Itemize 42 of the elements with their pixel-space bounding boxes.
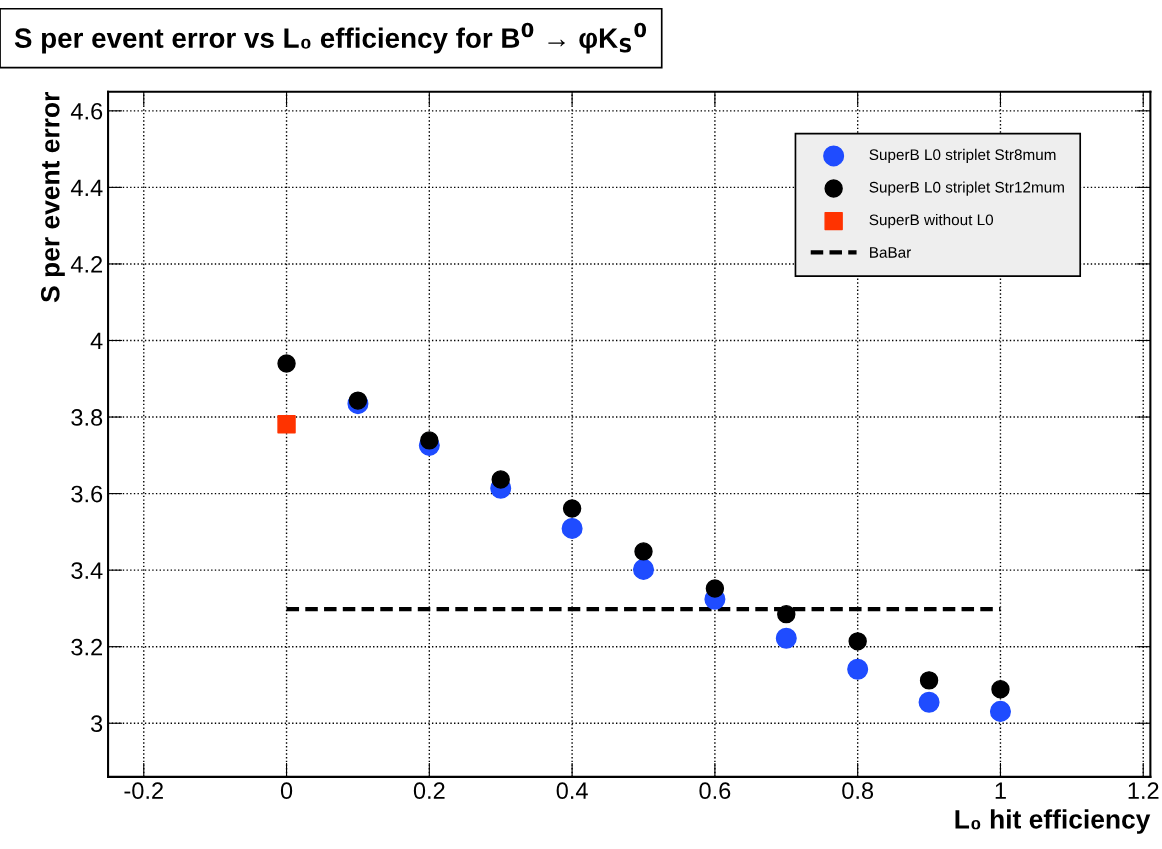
point — [847, 658, 869, 680]
point — [277, 354, 296, 373]
x-tick-label: 0.4 — [556, 782, 588, 800]
x-tick-label: 0.2 — [413, 782, 445, 800]
point — [919, 671, 939, 690]
point — [491, 470, 510, 489]
point — [777, 604, 796, 624]
y-tick-label: 3.4 — [71, 562, 103, 579]
point — [632, 558, 655, 580]
point — [705, 579, 725, 598]
x-tick-label: 1 — [995, 782, 1006, 799]
y-tick-label: 3 — [90, 715, 103, 733]
y-tick-label: 3.8 — [71, 409, 103, 426]
y-tick-label: 3.6 — [71, 485, 103, 503]
point — [420, 431, 439, 450]
chart-title: S per event error vs L₀ efficiency for B$^{0}$ → φK$_{S}$$^{0}$ — [14, 22, 647, 54]
x-tick-label: 0.6 — [699, 782, 731, 800]
point — [348, 391, 368, 410]
legend-label: SuperB without L0 — [869, 214, 994, 229]
point — [277, 415, 296, 434]
x-tick-label: -0.2 — [124, 782, 163, 800]
x-axis-title: L₀ hit efficiency — [955, 809, 1151, 834]
point — [918, 691, 940, 713]
legend-label: SuperB L0 striplet Str12mum — [869, 181, 1064, 196]
y-tick-label: 4.4 — [70, 179, 103, 196]
y-axis-title: S per event error — [40, 92, 65, 303]
point — [561, 517, 583, 539]
x-tick-label: 1.2 — [1128, 782, 1159, 799]
y-tick-label: 4.2 — [70, 256, 103, 273]
y-tick-label: 4 — [90, 332, 103, 350]
point — [848, 632, 867, 651]
y-tick-label: 3.2 — [71, 638, 103, 656]
y-tick-label: 4.6 — [70, 102, 103, 120]
point — [562, 499, 582, 518]
point — [989, 700, 1011, 722]
x-tick-label: 0 — [280, 782, 293, 800]
legend-label: BaBar — [870, 247, 911, 258]
point — [634, 542, 653, 561]
point — [775, 627, 797, 649]
legend-label: SuperB L0 striplet Str8mum — [869, 148, 1056, 164]
x-tick-label: 0.8 — [842, 782, 874, 800]
point — [991, 679, 1010, 699]
